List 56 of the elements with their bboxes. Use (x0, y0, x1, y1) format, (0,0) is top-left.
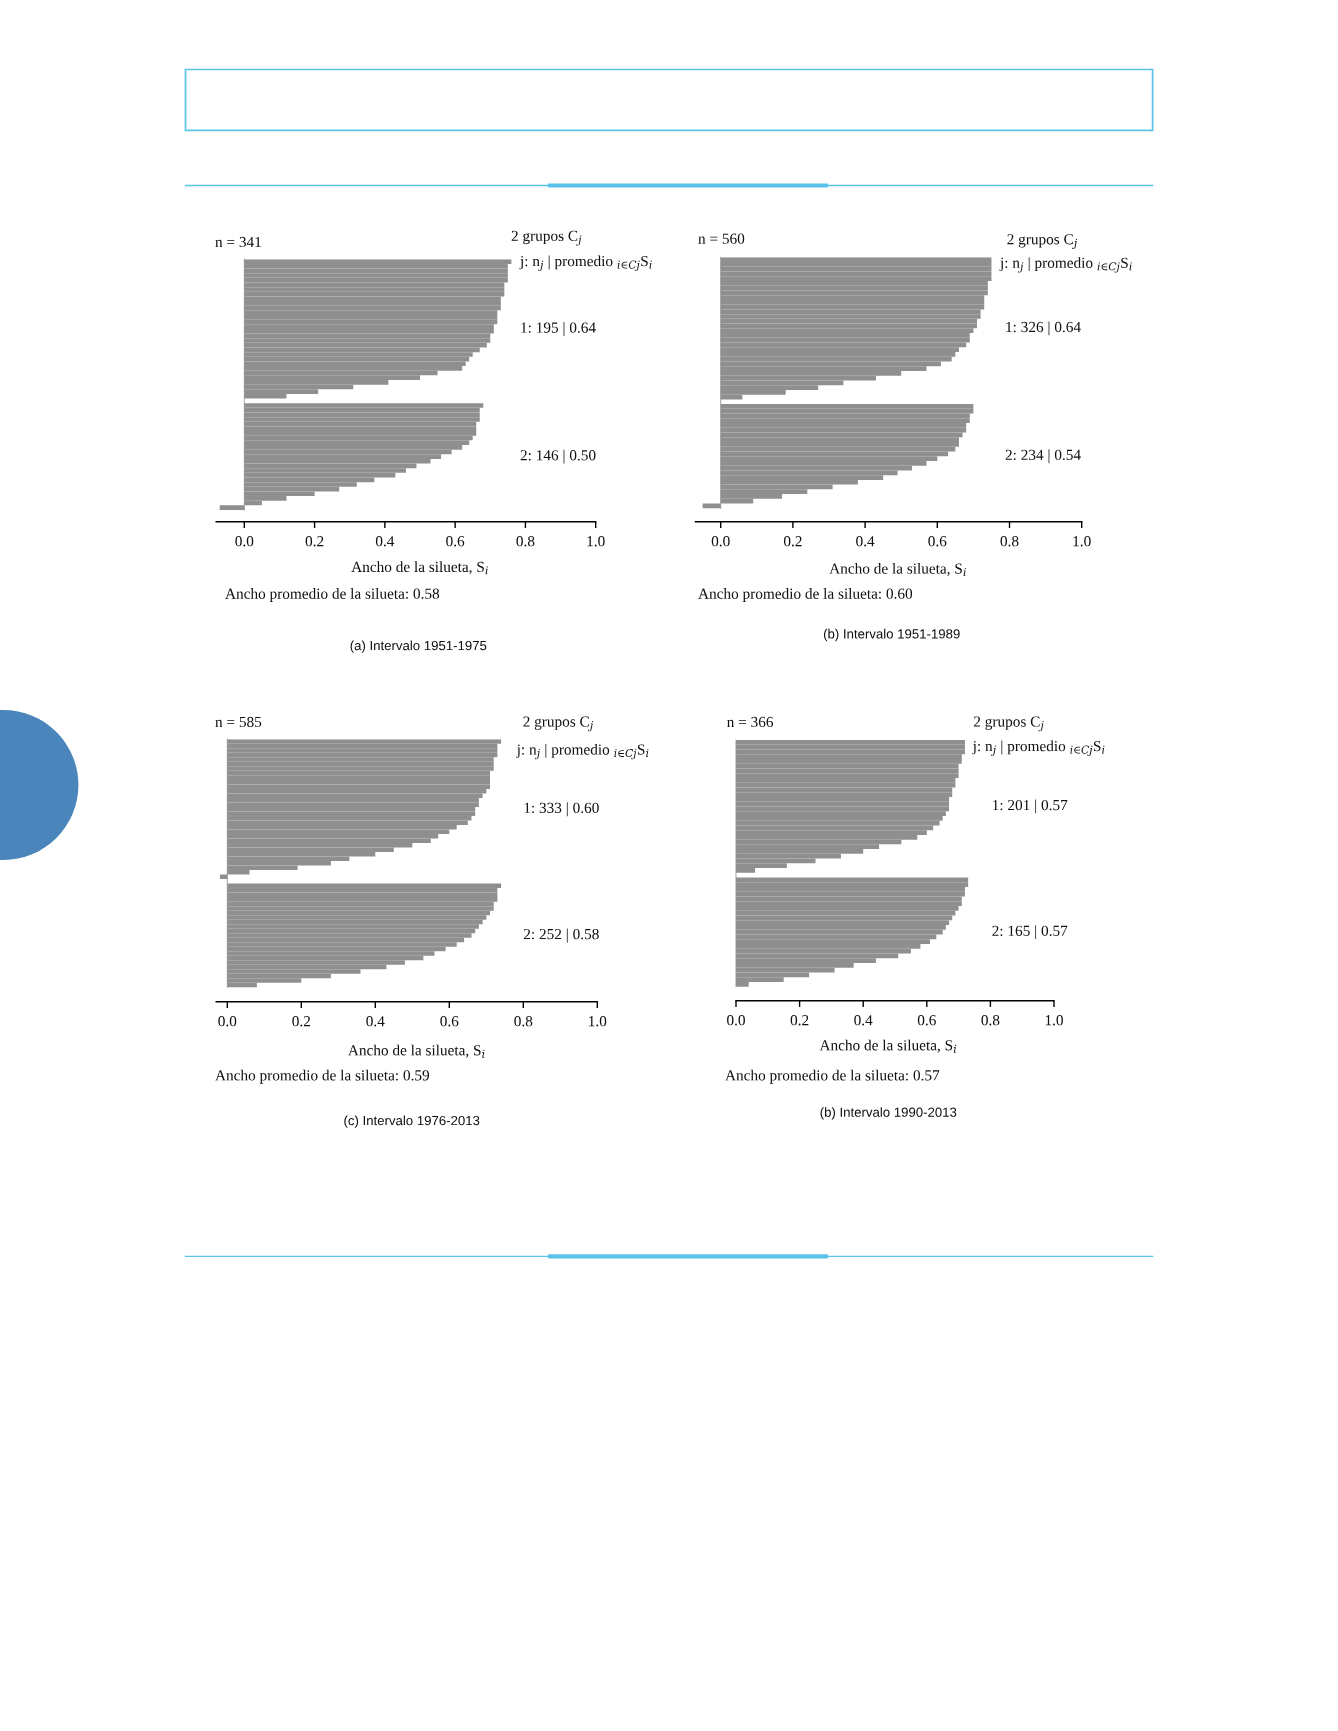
annotation: 2: 252 | 0.58 (523, 928, 599, 943)
text: (b) Intervalo 1990-2013 (820, 1107, 957, 1120)
x-tick-label: 0.4 (366, 1016, 385, 1027)
annotation: 2: 234 | 0.54 (1005, 449, 1081, 464)
annotation: 1: 326 | 0.64 (1006, 321, 1081, 336)
annotation: j: n$_{j}$ | promedio $_{i∈Cj}$S$_{i}$ (999, 257, 1132, 273)
text: n = 585 (215, 716, 262, 728)
x-tick-label: 0.8 (514, 1016, 533, 1027)
x-tick-label: 1.0 (1073, 536, 1091, 547)
text: 2 grupos C$_{j}$ (973, 716, 1044, 732)
x-tick-label: 1.0 (589, 1016, 607, 1027)
x-axis-title: Ancho de la silueta, S$_{i}$ (829, 562, 966, 576)
x-tick-label: 0.4 (375, 536, 395, 547)
x-tick-label: 0.4 (854, 1015, 873, 1026)
x-tick-label: 0.6 (928, 536, 947, 547)
text: (c) Intervalo 1976-2013 (344, 1115, 480, 1128)
x-tick-label: 1.0 (1045, 1015, 1063, 1026)
x-tick-label: 0.6 (440, 1016, 459, 1027)
x-tick-label: 0.8 (1000, 536, 1019, 547)
annotation: 2: 165 | 0.57 (992, 925, 1068, 940)
text: Ancho promedio de la silueta: 0.60 (698, 588, 913, 602)
x-tick-label: 0.0 (711, 536, 730, 547)
text: 2 grupos C$_{j}$ (523, 716, 594, 732)
text: (a) Intervalo 1951-1975 (350, 640, 487, 653)
annotation: j: n$_{j}$ | promedio $_{i∈Cj}$S$_{i}$ (516, 743, 649, 760)
text: n = 560 (698, 233, 745, 244)
x-tick-label: 0.0 (235, 536, 254, 547)
x-axis-title: Ancho de la silueta, S$_{i}$ (819, 1039, 957, 1053)
x-tick-label: 0.2 (790, 1015, 809, 1026)
annotation: j: n$_{j}$ | promedio $_{i∈Cj}$S$_{i}$ (519, 255, 652, 271)
text: Ancho promedio de la silueta: 0.57 (725, 1069, 940, 1084)
annotation: 1: 333 | 0.60 (524, 802, 599, 817)
x-tick-label: 0.6 (917, 1015, 936, 1026)
x-tick-label: 0.2 (305, 536, 324, 547)
x-tick-label: 0.4 (856, 536, 875, 547)
x-tick-label: 1.0 (587, 536, 605, 547)
x-tick-label: 0.8 (981, 1015, 1000, 1026)
x-tick-label: 0.0 (727, 1015, 745, 1026)
x-tick-label: 0.2 (292, 1016, 311, 1027)
annotation: 1: 201 | 0.57 (993, 799, 1068, 814)
text: Ancho promedio de la silueta: 0.58 (225, 588, 440, 602)
text: 2 grupos C$_{j}$ (511, 230, 582, 246)
text: 2 grupos C$_{j}$ (1007, 234, 1078, 250)
text: (b) Intervalo 1951-1989 (823, 628, 960, 642)
x-axis-title: Ancho de la silueta, S$_{i}$ (348, 1044, 485, 1058)
annotation: 1: 195 | 0.64 (521, 321, 596, 336)
text: n = 366 (727, 716, 774, 728)
x-tick-label: 0.8 (516, 536, 535, 547)
x-tick-label: 0.2 (783, 536, 802, 547)
annotation: j: n$_{j}$ | promedio $_{i∈Cj}$S$_{i}$ (972, 740, 1105, 756)
text: n = 341 (215, 236, 261, 248)
x-axis-title: Ancho de la silueta, S$_{i}$ (351, 561, 488, 575)
x-tick-label: 0.6 (446, 536, 465, 547)
text: Ancho promedio de la silueta: 0.59 (215, 1069, 430, 1084)
annotation: 2: 146 | 0.50 (520, 449, 596, 464)
x-tick-label: 0.0 (218, 1016, 237, 1027)
